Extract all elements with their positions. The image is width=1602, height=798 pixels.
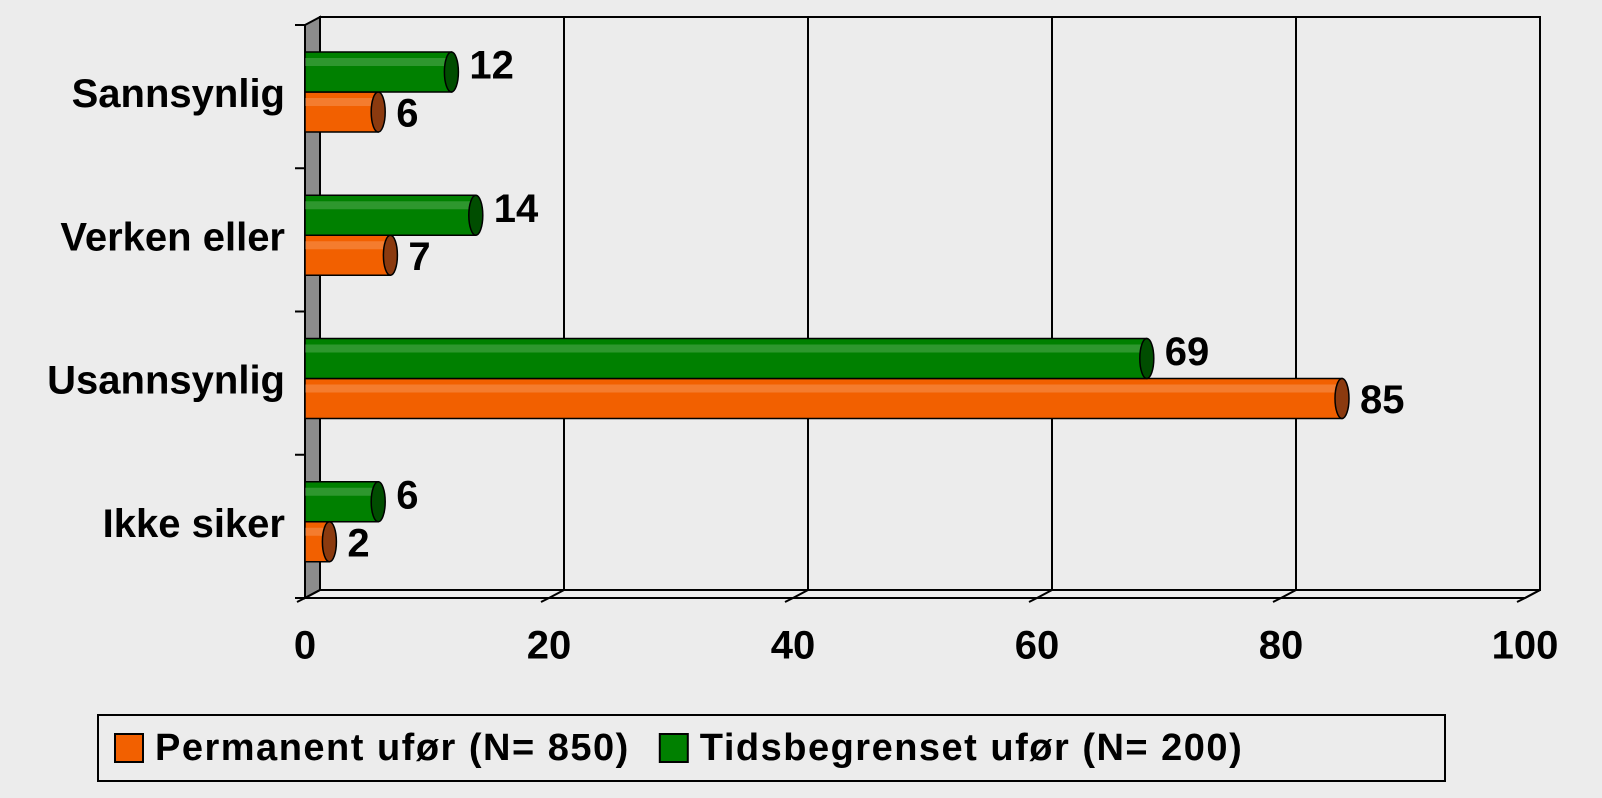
grid-line	[792, 589, 809, 599]
value-label: 85	[1360, 378, 1405, 422]
bar-cap	[321, 521, 338, 563]
value-label: 69	[1165, 330, 1210, 374]
legend-swatch	[114, 733, 144, 763]
bar	[304, 194, 477, 236]
value-label: 7	[408, 235, 430, 279]
bar	[304, 337, 1148, 380]
legend-label: Tidsbegrenset ufør (N= 200)	[700, 727, 1243, 769]
x-tick-label: 40	[771, 624, 816, 668]
bar	[304, 481, 379, 523]
bar-highlight	[305, 344, 1147, 353]
bar-highlight	[305, 58, 452, 66]
bar-cap	[382, 234, 399, 276]
value-label: 2	[347, 521, 369, 565]
legend-label: Permanent ufør (N= 850)	[155, 727, 630, 769]
grid-line	[1280, 589, 1297, 599]
y-tick-label: Verken eller	[60, 215, 285, 259]
value-label: 12	[469, 44, 514, 88]
bar-highlight	[305, 527, 330, 536]
legend-swatch	[658, 733, 689, 763]
y-tick-label: Sannsynlig	[72, 72, 285, 116]
grid-line	[1524, 589, 1541, 599]
bar	[304, 51, 453, 93]
grid-line	[304, 589, 321, 599]
bar-cap	[443, 51, 460, 93]
x-tick-label: 100	[1492, 624, 1559, 668]
bar-cap	[468, 194, 484, 236]
bar	[304, 91, 379, 133]
back-wall	[319, 16, 1541, 591]
bar-cap	[370, 91, 386, 133]
bar-highlight	[305, 487, 379, 496]
value-label: 6	[396, 92, 418, 136]
bar-cap	[1334, 377, 1350, 420]
bar-highlight	[305, 201, 476, 210]
y-tick-label: Ikke siker	[103, 502, 285, 546]
x-tick-label: 0	[294, 624, 316, 668]
grid-line	[548, 589, 565, 599]
value-label: 14	[494, 187, 539, 231]
x-tick-label: 20	[527, 624, 572, 668]
grid-line	[1036, 589, 1053, 599]
x-tick-label: 60	[1015, 624, 1060, 668]
y-tick-label: Usannsynlig	[47, 359, 285, 403]
bar-cap	[1139, 337, 1155, 380]
x-tick-label: 80	[1259, 624, 1304, 668]
legend-box	[97, 714, 1446, 782]
bar-highlight	[305, 241, 391, 250]
bar-highlight	[305, 384, 1342, 393]
bar-highlight	[305, 98, 379, 106]
bar	[304, 234, 392, 276]
bar-cap	[370, 481, 386, 523]
floor	[304, 589, 1541, 599]
value-label: 6	[396, 473, 418, 517]
bar	[304, 377, 1343, 420]
